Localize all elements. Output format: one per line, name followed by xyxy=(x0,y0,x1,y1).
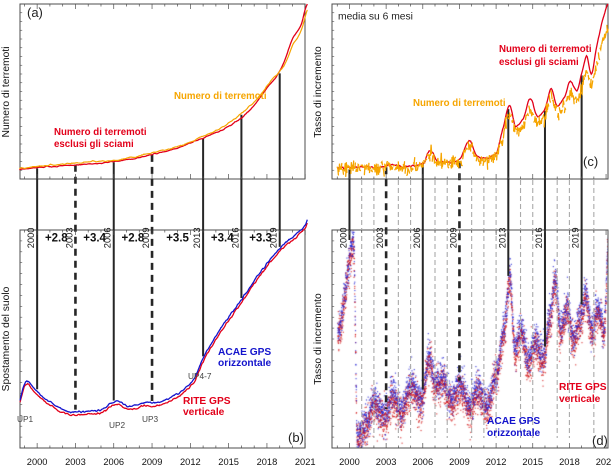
svg-text:orizzontale: orizzontale xyxy=(487,428,541,439)
svg-text:2000: 2000 xyxy=(26,228,36,249)
svg-text:UP2: UP2 xyxy=(109,420,126,430)
svg-text:+3.4: +3.4 xyxy=(83,233,106,245)
svg-text:2016: 2016 xyxy=(534,228,544,249)
svg-text:+3.4: +3.4 xyxy=(211,233,234,245)
svg-text:UP1: UP1 xyxy=(17,414,34,424)
svg-text:verticale: verticale xyxy=(183,407,225,418)
svg-text:2009: 2009 xyxy=(142,457,163,467)
svg-text:orizzontale: orizzontale xyxy=(218,358,272,369)
svg-text:Numero di terremoti: Numero di terremoti xyxy=(174,91,267,102)
svg-text:2003: 2003 xyxy=(376,457,397,467)
svg-text:RITE GPS: RITE GPS xyxy=(183,396,231,407)
svg-text:+2.8: +2.8 xyxy=(122,233,145,245)
svg-text:2009: 2009 xyxy=(449,457,470,467)
svg-text:Numero di terremoti: Numero di terremoti xyxy=(1,47,12,138)
svg-text:RITE GPS: RITE GPS xyxy=(559,382,607,393)
svg-text:Tasso di incremento: Tasso di incremento xyxy=(313,293,324,385)
svg-text:2015: 2015 xyxy=(218,457,239,467)
svg-text:esclusi gli sciami: esclusi gli sciami xyxy=(499,57,579,68)
svg-text:2019: 2019 xyxy=(571,228,581,249)
svg-text:UP3: UP3 xyxy=(142,414,159,424)
svg-text:2018: 2018 xyxy=(559,457,580,467)
svg-text:Numero di terremoti: Numero di terremoti xyxy=(54,127,147,138)
svg-text:2021: 2021 xyxy=(596,457,611,467)
svg-text:(a): (a) xyxy=(27,5,43,20)
svg-text:ACAE GPS: ACAE GPS xyxy=(218,347,271,358)
svg-text:2003: 2003 xyxy=(65,457,86,467)
svg-text:2000: 2000 xyxy=(27,457,48,467)
svg-text:2000: 2000 xyxy=(338,228,348,249)
svg-text:UP4-7: UP4-7 xyxy=(188,371,212,381)
svg-text:+3.5: +3.5 xyxy=(166,233,189,245)
svg-text:verticale: verticale xyxy=(559,394,601,405)
svg-text:2006: 2006 xyxy=(412,457,433,467)
svg-text:+3.3: +3.3 xyxy=(249,233,272,245)
svg-text:(d): (d) xyxy=(592,433,608,448)
svg-text:(c): (c) xyxy=(583,154,598,169)
svg-text:media su 6 mesi: media su 6 mesi xyxy=(338,12,413,23)
svg-text:2012: 2012 xyxy=(180,457,201,467)
svg-text:Tasso di incremento: Tasso di incremento xyxy=(313,46,324,138)
svg-text:esclusi gli sciami: esclusi gli sciami xyxy=(54,139,134,150)
svg-text:Spostamento del suolo: Spostamento del suolo xyxy=(1,286,12,391)
svg-text:ACAE GPS: ACAE GPS xyxy=(487,416,540,427)
svg-text:Numero di terremoti: Numero di terremoti xyxy=(413,98,506,109)
svg-text:Numero di terremoti: Numero di terremoti xyxy=(499,44,592,55)
svg-text:2006: 2006 xyxy=(412,228,422,249)
svg-text:2013: 2013 xyxy=(497,228,507,249)
svg-text:2013: 2013 xyxy=(192,228,202,249)
svg-text:(b): (b) xyxy=(288,430,304,445)
svg-text:2006: 2006 xyxy=(103,457,124,467)
svg-text:2012: 2012 xyxy=(486,457,507,467)
svg-text:+2.8: +2.8 xyxy=(45,233,68,245)
svg-text:2003: 2003 xyxy=(375,228,385,249)
svg-text:2009: 2009 xyxy=(448,228,458,249)
svg-text:2021: 2021 xyxy=(295,457,316,467)
svg-text:2000: 2000 xyxy=(339,457,360,467)
svg-text:2015: 2015 xyxy=(522,457,543,467)
svg-text:2018: 2018 xyxy=(257,457,278,467)
